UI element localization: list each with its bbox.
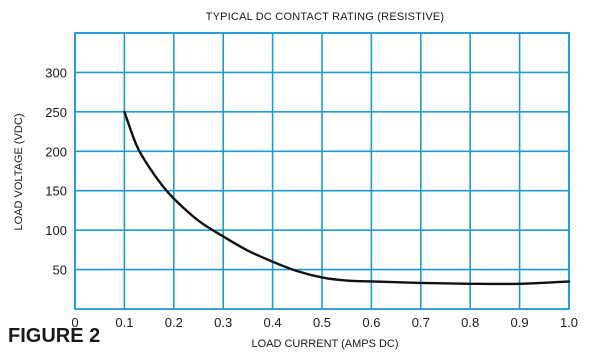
y-tick-label: 100	[45, 223, 67, 238]
y-tick-label: 50	[53, 263, 67, 278]
plot-frame	[74, 32, 570, 310]
rating-curve	[123, 110, 571, 286]
y-tick-label: 250	[45, 105, 67, 120]
y-tick-label: 150	[45, 184, 67, 199]
x-tick-label: 0.2	[165, 315, 183, 330]
y-tick-label: 200	[45, 144, 67, 159]
figure-label: FIGURE 2	[8, 325, 101, 347]
x-tick-label: 0.6	[362, 315, 380, 330]
x-tick-label: 0.8	[461, 315, 479, 330]
chart-title: TYPICAL DC CONTACT RATING (RESISTIVE)	[206, 11, 445, 23]
y-axis-label: LOAD VOLTAGE (VDC)	[13, 114, 25, 231]
y-tick-labels: 50 100 150 200 250 300	[45, 65, 67, 277]
x-tick-label: 0.9	[511, 315, 529, 330]
x-axis-label: LOAD CURRENT (AMPS DC)	[251, 338, 398, 350]
x-tick-label: 0.4	[264, 315, 282, 330]
x-tick-label: 0.7	[412, 315, 430, 330]
x-tick-label: 0	[71, 315, 78, 330]
y-tick-label: 300	[45, 65, 67, 80]
x-tick-label: 0.3	[214, 315, 232, 330]
x-tick-label: 0.1	[115, 315, 133, 330]
x-tick-labels: 0 0.1 0.2 0.3 0.4 0.5 0.6 0.7 0.8 0.9 1.0	[71, 315, 578, 330]
plot-grid	[74, 32, 570, 310]
x-tick-label: 1.0	[560, 315, 578, 330]
x-tick-label: 0.5	[313, 315, 331, 330]
